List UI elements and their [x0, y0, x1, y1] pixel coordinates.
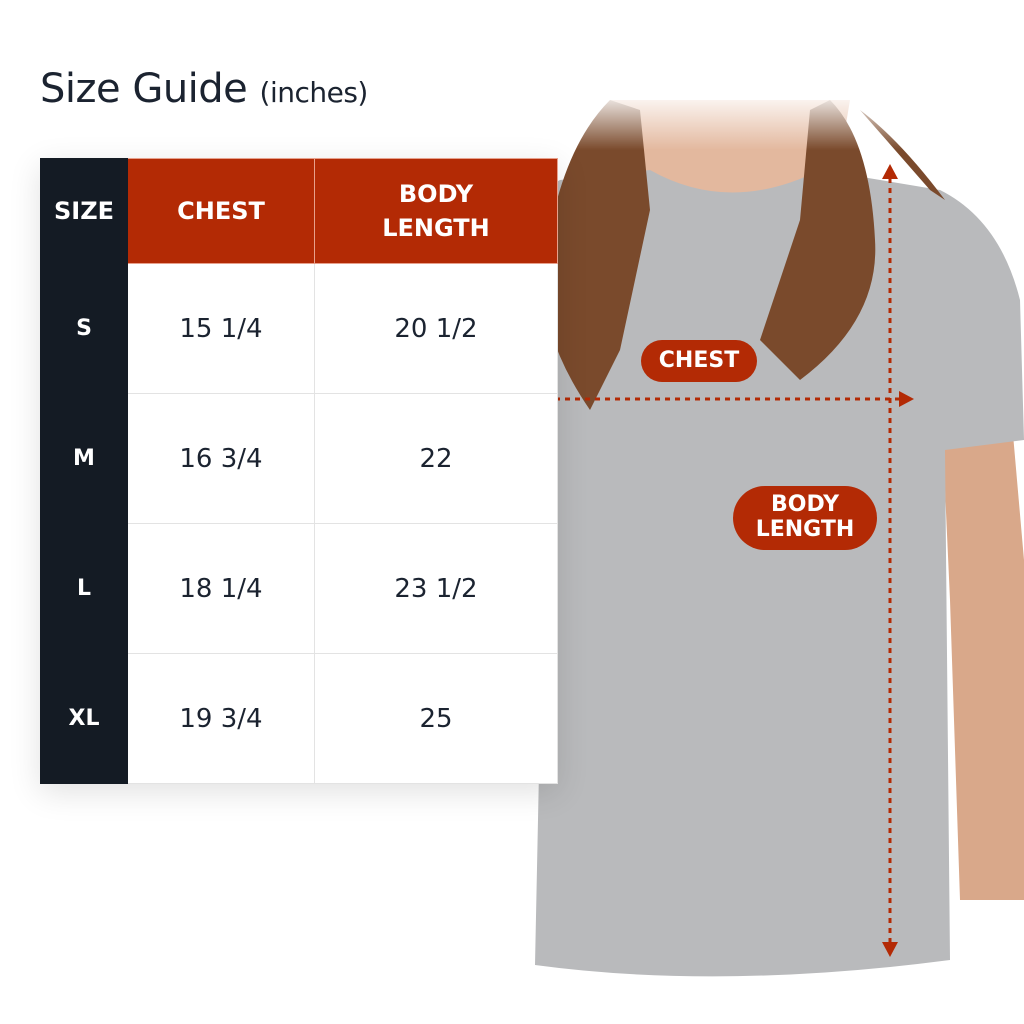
length-cell: 23 1/2 — [314, 523, 558, 654]
hair-right — [760, 100, 876, 380]
table-row: S 15 1/4 20 1/2 — [40, 263, 558, 394]
chest-cell: 15 1/4 — [127, 263, 315, 394]
length-cell: 22 — [314, 393, 558, 524]
title-main: Size Guide — [40, 66, 248, 112]
table-row: M 16 3/4 22 — [40, 393, 558, 524]
chest-cell: 16 3/4 — [127, 393, 315, 524]
chest-cell: 19 3/4 — [127, 653, 315, 784]
hair-left — [543, 100, 650, 410]
arrow-right-icon — [899, 391, 914, 407]
chest-measure-line — [555, 178, 900, 944]
header-size: SIZE — [40, 158, 128, 264]
body-length-label-line2: LENGTH — [755, 517, 855, 542]
size-cell: XL — [40, 653, 128, 784]
header-body-length: BODY LENGTH — [314, 158, 558, 264]
table-header-row: SIZE CHEST BODY LENGTH — [40, 158, 558, 264]
page-title: Size Guide (inches) — [40, 66, 368, 112]
length-cell: 25 — [314, 653, 558, 784]
size-cell: M — [40, 393, 128, 524]
size-table: SIZE CHEST BODY LENGTH S 15 1/4 20 1/2 M 16… — [40, 158, 558, 784]
arm-right — [940, 380, 1024, 900]
chest-cell: 18 1/4 — [127, 523, 315, 654]
tshirt-photo — [460, 90, 1024, 977]
body-length-label-line1: BODY — [770, 492, 840, 517]
length-cell: 20 1/2 — [314, 263, 558, 394]
chest-label-text: CHEST — [658, 348, 740, 373]
header-chest: CHEST — [127, 158, 315, 264]
arrow-down-icon — [882, 942, 898, 957]
body-length-label: BODY LENGTH — [733, 486, 877, 550]
size-cell: L — [40, 523, 128, 654]
title-unit: (inches) — [259, 76, 369, 109]
table-row: XL 19 3/4 25 — [40, 653, 558, 784]
size-cell: S — [40, 263, 128, 394]
arrow-up-icon — [882, 164, 898, 179]
chest-label: CHEST — [641, 340, 757, 382]
table-row: L 18 1/4 23 1/2 — [40, 523, 558, 654]
